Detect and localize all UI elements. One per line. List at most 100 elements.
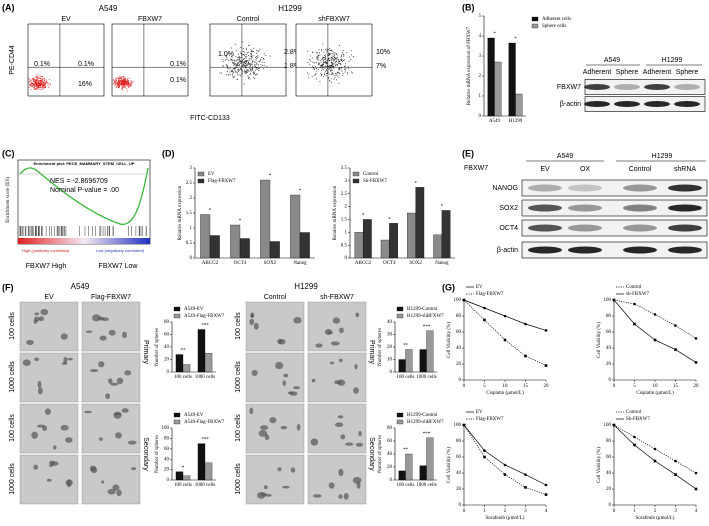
event-dot xyxy=(255,55,257,57)
marker xyxy=(612,423,616,427)
event-dot xyxy=(124,81,126,83)
event-dot xyxy=(343,55,345,57)
y-tick-label: 0 xyxy=(190,256,193,261)
y-tick-label: 0 xyxy=(609,503,612,508)
event-dot xyxy=(235,65,237,67)
column-label: shRNA xyxy=(674,166,697,173)
event-dot xyxy=(125,82,127,84)
sphere xyxy=(22,359,31,366)
event-dot xyxy=(243,69,245,71)
x-tick-label: A549 xyxy=(489,119,501,124)
event-dot xyxy=(255,67,257,69)
event-dot xyxy=(323,67,325,69)
band xyxy=(568,246,602,254)
event-dot xyxy=(317,57,319,59)
y-tick-label: 80 xyxy=(456,314,462,319)
event-dot xyxy=(30,89,32,91)
y-tick-label: 2 xyxy=(479,74,482,79)
event-dot xyxy=(324,61,326,63)
event-dot xyxy=(323,76,325,78)
event-dot xyxy=(342,72,344,74)
sphere xyxy=(332,317,341,324)
event-dot xyxy=(245,67,247,69)
event-dot xyxy=(245,72,247,74)
event-dot xyxy=(31,84,33,86)
event-dot xyxy=(239,59,241,61)
marker xyxy=(694,337,698,340)
bar xyxy=(398,359,406,373)
quadrant-percent: 2.8% xyxy=(284,49,300,56)
event-dot xyxy=(229,74,231,76)
event-dot xyxy=(243,57,245,59)
x-tick-label: 0 xyxy=(463,384,466,389)
band xyxy=(568,184,602,192)
event-dot xyxy=(323,59,325,61)
event-dot xyxy=(248,45,250,47)
event-dot xyxy=(350,54,352,56)
event-dot xyxy=(313,68,315,70)
event-dot xyxy=(316,52,318,54)
y-tick-label: 60 xyxy=(456,330,462,335)
sphere xyxy=(89,465,97,471)
event-dot xyxy=(239,63,241,65)
event-dot xyxy=(331,57,333,59)
event-dot xyxy=(320,65,322,67)
sphere xyxy=(116,489,122,497)
event-dot xyxy=(127,87,129,89)
event-dot xyxy=(328,65,330,67)
event-dot xyxy=(247,77,249,79)
event-dot xyxy=(48,86,50,88)
event-dot xyxy=(321,69,323,71)
x-tick-label: Nanog xyxy=(293,261,307,266)
event-dot xyxy=(318,62,320,64)
x-tick-label: 100 cells xyxy=(174,375,192,380)
marker xyxy=(694,487,698,491)
legend-swatch xyxy=(352,171,360,177)
legend-swatch xyxy=(531,16,539,22)
event-dot xyxy=(253,51,255,53)
y-axis-label: Relative mRNA expression xyxy=(333,185,338,240)
event-dot xyxy=(330,78,332,80)
bar xyxy=(182,475,191,481)
significance: ** xyxy=(403,448,409,453)
event-dot xyxy=(337,61,339,63)
event-dot xyxy=(128,86,130,88)
sphere xyxy=(280,425,288,430)
event-dot xyxy=(259,48,261,50)
column-label: OX xyxy=(580,166,590,173)
event-dot xyxy=(236,78,238,80)
y-tick-label: 20 xyxy=(387,345,393,350)
event-dot xyxy=(244,65,246,67)
sphere xyxy=(258,429,268,437)
cell-line: H1299 xyxy=(294,282,318,291)
legend-label: A549-EV xyxy=(184,413,204,418)
event-dot xyxy=(257,50,259,52)
y-tick-label: 2 xyxy=(190,196,193,201)
row-label: 1000 cells xyxy=(235,361,242,393)
y-tick-label: 3 xyxy=(345,179,348,184)
event-dot xyxy=(325,61,327,63)
event-dot xyxy=(308,77,310,79)
event-dot xyxy=(125,85,127,87)
x-tick-label: 1000 cells xyxy=(195,483,215,488)
sphere xyxy=(99,335,107,341)
event-dot xyxy=(249,64,251,66)
legend-label: Adherent cells xyxy=(542,17,571,22)
event-dot xyxy=(130,80,132,82)
panel-label: (B) xyxy=(462,2,475,12)
event-dot xyxy=(328,53,330,55)
event-dot xyxy=(45,85,47,87)
bar xyxy=(508,42,516,117)
event-dot xyxy=(318,52,320,54)
micrograph xyxy=(81,454,141,505)
legend-label: Sphere cells xyxy=(542,24,566,29)
legend-label: H1299-shBFXW7 xyxy=(407,420,444,425)
event-dot xyxy=(246,69,248,71)
band xyxy=(674,101,700,107)
event-dot xyxy=(38,80,40,82)
event-dot xyxy=(263,53,265,55)
sphere xyxy=(324,329,333,335)
event-dot xyxy=(233,68,235,70)
event-dot xyxy=(348,67,350,69)
event-dot xyxy=(334,57,336,59)
